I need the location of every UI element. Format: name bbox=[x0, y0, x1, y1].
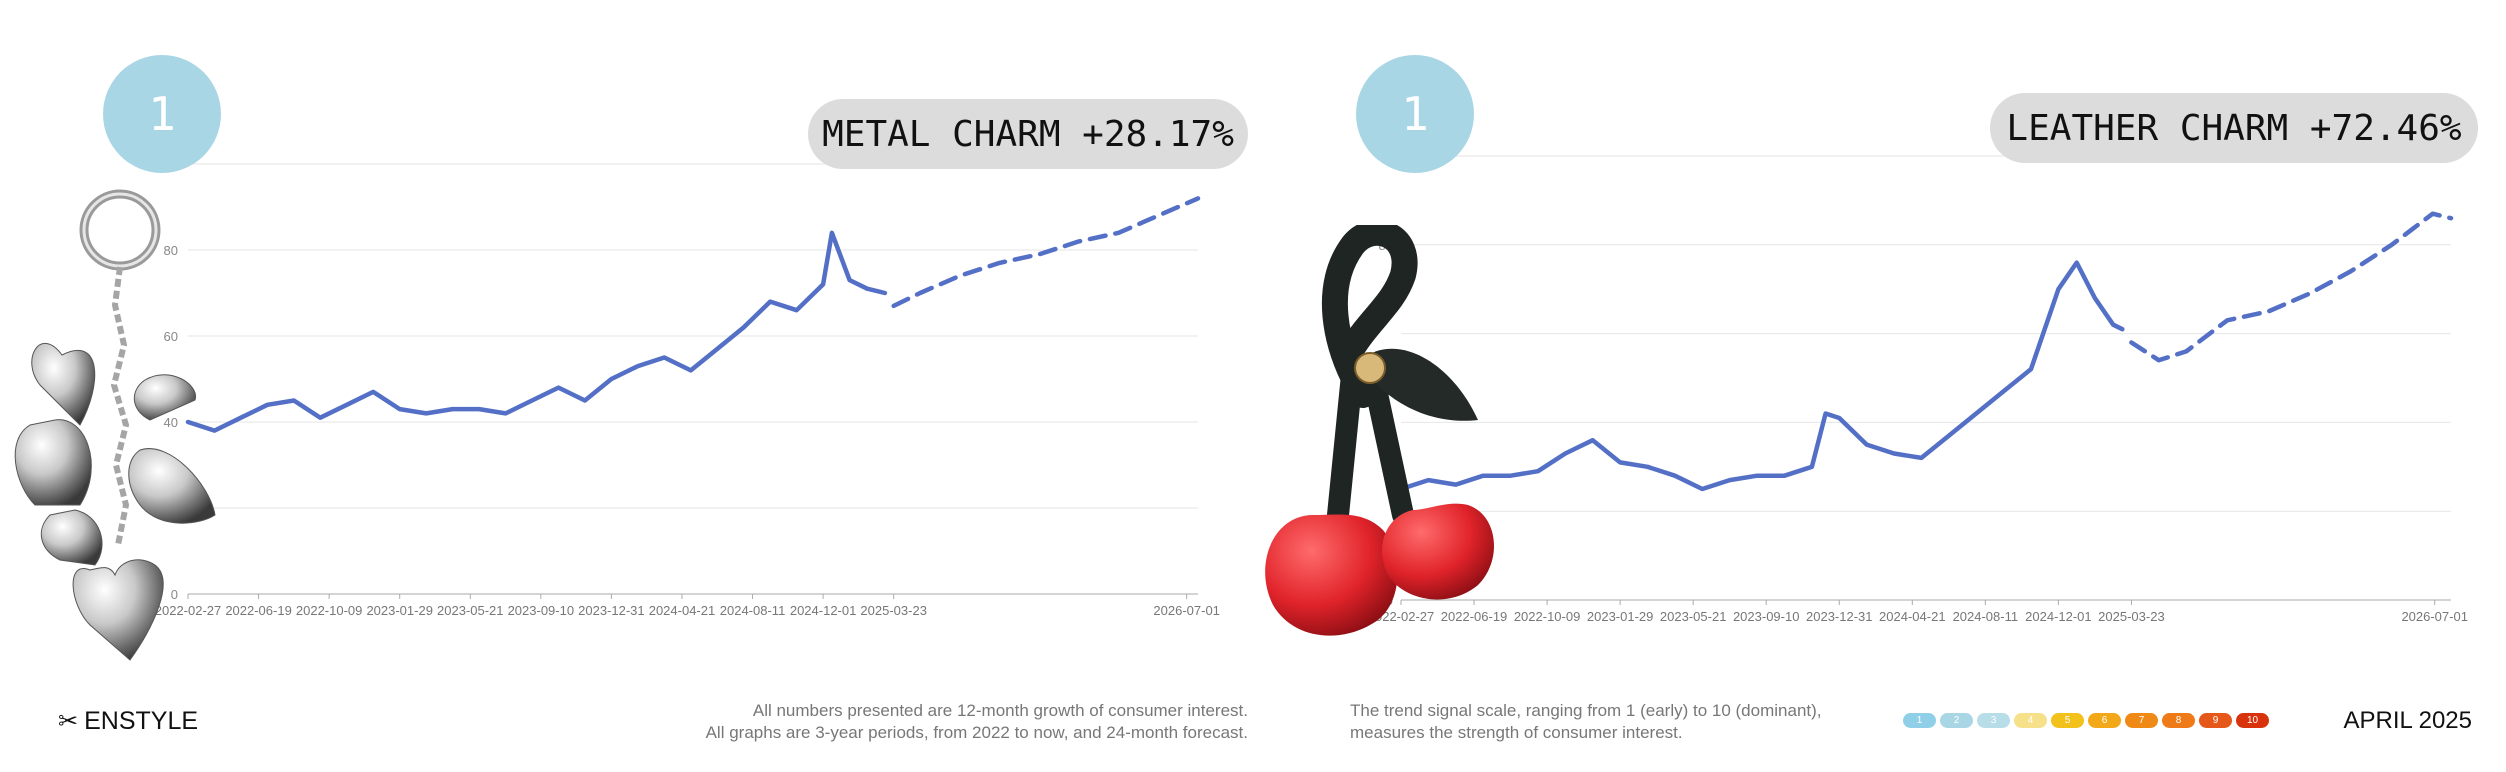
line-chart-leather-charm: 0802022-02-272022-06-192022-10-092023-01… bbox=[1368, 155, 2468, 624]
scale-level-5: 5 bbox=[2051, 713, 2084, 728]
scale-level-6: 6 bbox=[2088, 713, 2121, 728]
y-tick-label: 60 bbox=[164, 329, 178, 344]
x-tick-label: 2024-12-01 bbox=[790, 603, 857, 618]
scale-level-4: 4 bbox=[2014, 713, 2047, 728]
methodology-note: All numbers presented are 12-month growt… bbox=[600, 700, 1248, 744]
x-tick-label: 2025-03-23 bbox=[2098, 609, 2165, 624]
note-line: All graphs are 3-year periods, from 2022… bbox=[705, 723, 1248, 742]
trend-signal-badge: 1 bbox=[1356, 55, 1474, 173]
x-tick-label: 2026-07-01 bbox=[1153, 603, 1220, 618]
scale-level-9: 9 bbox=[2199, 713, 2232, 728]
x-tick-label: 2024-12-01 bbox=[2025, 609, 2092, 624]
leather-cherry-charm-image bbox=[1265, 225, 1495, 636]
report-date: APRIL 2025 bbox=[2343, 707, 2472, 734]
note-line: All numbers presented are 12-month growt… bbox=[752, 701, 1248, 720]
chart-title: METAL CHARM +28.17% bbox=[808, 99, 1248, 169]
brand-logo: ✂ ENSTYLE bbox=[58, 707, 198, 736]
x-tick-label: 2024-08-11 bbox=[720, 603, 786, 618]
forecast-line bbox=[2129, 211, 2454, 363]
trend-signal-scale: 1 2 3 4 5 6 7 8 9 10 bbox=[1903, 713, 2269, 728]
x-tick-label: 2023-01-29 bbox=[366, 603, 433, 618]
x-tick-label: 2022-06-19 bbox=[225, 603, 292, 618]
line-chart-metal-charm: 0204060802022-02-272022-06-192022-10-092… bbox=[155, 163, 1220, 618]
scale-level-8: 8 bbox=[2162, 713, 2195, 728]
x-tick-label: 2023-05-21 bbox=[1660, 609, 1727, 624]
x-tick-label: 2024-04-21 bbox=[649, 603, 716, 618]
forecast-line bbox=[891, 196, 1201, 309]
x-tick-label: 2023-09-10 bbox=[508, 603, 575, 618]
chart-title: LEATHER CHARM +72.46% bbox=[1990, 93, 2478, 163]
trend-line bbox=[1398, 260, 2125, 492]
trend-line bbox=[185, 230, 888, 433]
x-tick-label: 2022-10-09 bbox=[296, 603, 363, 618]
x-tick-label: 2023-01-29 bbox=[1587, 609, 1654, 624]
note-line: The trend signal scale, ranging from 1 (… bbox=[1350, 701, 1822, 720]
scale-level-10: 10 bbox=[2236, 713, 2269, 728]
x-tick-label: 2022-02-27 bbox=[155, 603, 222, 618]
scale-note: The trend signal scale, ranging from 1 (… bbox=[1350, 700, 1870, 744]
x-tick-label: 2024-04-21 bbox=[1879, 609, 1946, 624]
brand-name: ENSTYLE bbox=[84, 707, 199, 735]
x-tick-label: 2023-12-31 bbox=[1806, 609, 1873, 624]
scale-level-2: 2 bbox=[1940, 713, 1973, 728]
x-tick-label: 2025-03-23 bbox=[860, 603, 927, 618]
y-tick-label: 80 bbox=[164, 243, 178, 258]
chart-panel-leather-charm: 0802022-02-272022-06-192022-10-092023-01… bbox=[1253, 0, 2506, 680]
y-tick-label: 0 bbox=[171, 587, 178, 602]
x-tick-label: 2023-12-31 bbox=[578, 603, 645, 618]
scissors-icon: ✂ bbox=[58, 708, 79, 735]
metal-heart-charm-image bbox=[14, 189, 216, 661]
x-tick-label: 2022-06-19 bbox=[1441, 609, 1508, 624]
note-line: measures the strength of consumer intere… bbox=[1350, 723, 1683, 742]
scale-level-1: 1 bbox=[1903, 713, 1936, 728]
x-tick-label: 2024-08-11 bbox=[1953, 609, 2019, 624]
trend-signal-badge: 1 bbox=[103, 55, 221, 173]
x-tick-label: 2026-07-01 bbox=[2401, 609, 2468, 624]
x-tick-label: 2023-09-10 bbox=[1733, 609, 1800, 624]
scale-level-3: 3 bbox=[1977, 713, 2010, 728]
x-tick-label: 2022-10-09 bbox=[1514, 609, 1581, 624]
y-tick-label: 40 bbox=[164, 415, 178, 430]
x-tick-label: 2023-05-21 bbox=[437, 603, 504, 618]
chart-panel-metal-charm: 0204060802022-02-272022-06-192022-10-092… bbox=[0, 0, 1253, 680]
scale-level-7: 7 bbox=[2125, 713, 2158, 728]
